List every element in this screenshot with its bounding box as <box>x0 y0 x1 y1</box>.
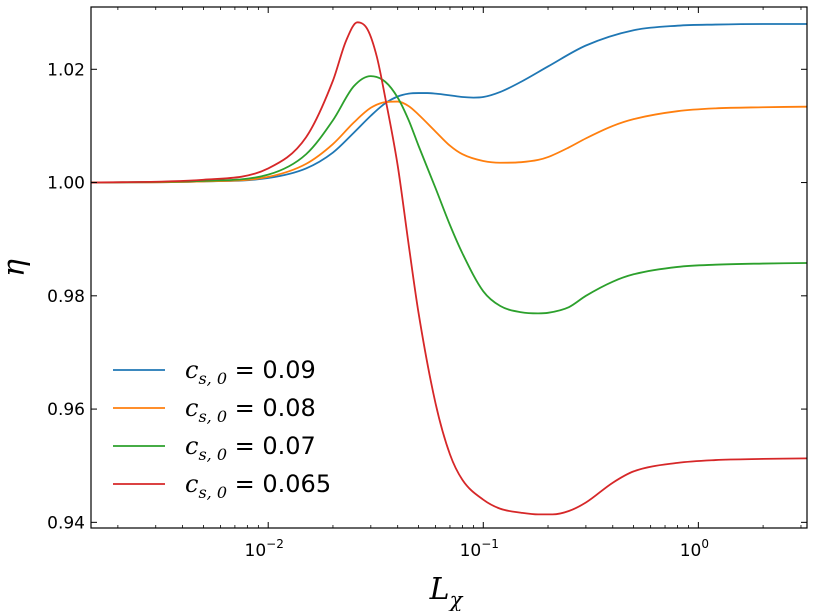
x-axis-label-main: L <box>429 572 450 607</box>
legend-label-2: cs, 0 = 0.08 <box>185 394 316 426</box>
series-line-4 <box>90 21 808 516</box>
x-axis-label: Lχ <box>429 572 464 611</box>
y-tick-label: 0.94 <box>47 513 85 533</box>
series-line-1 <box>90 23 807 184</box>
y-axis-label: η <box>0 259 32 277</box>
legend-label-1: cs, 0 = 0.09 <box>185 356 316 388</box>
x-tick-label: 100 <box>680 537 709 561</box>
series-line-3 <box>90 75 808 315</box>
x-axis-label-subscript: χ <box>448 588 464 611</box>
legend: cs, 0 = 0.09 cs, 0 = 0.08 cs, 0 = 0.07 cs, … <box>113 356 331 502</box>
legend-label-4: cs, 0 = 0.065 <box>185 470 331 502</box>
plot-lines <box>90 21 808 516</box>
axes: 0.94 0.96 0.98 1.00 1.02 10−2 10−1 100 <box>47 7 807 561</box>
y-tick-label: 0.96 <box>47 400 85 420</box>
y-tick-label: 1.02 <box>47 60 85 80</box>
legend-label-3: cs, 0 = 0.07 <box>185 432 316 464</box>
y-tick-label: 0.98 <box>47 287 85 307</box>
x-tick-label: 10−1 <box>460 537 499 561</box>
x-tick-label: 10−2 <box>245 537 284 561</box>
plot-background <box>91 7 807 528</box>
series-line-2 <box>90 100 808 184</box>
y-tick-label: 1.00 <box>47 174 85 194</box>
plot-frame <box>90 6 808 529</box>
